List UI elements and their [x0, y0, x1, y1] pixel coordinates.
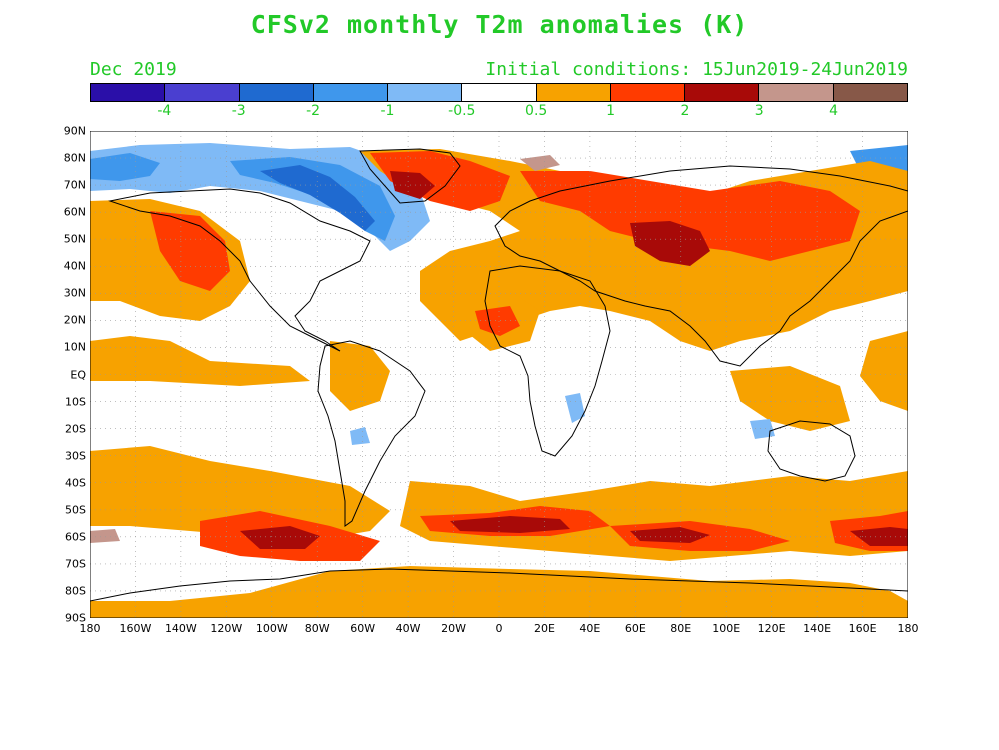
latitude-tick-label: 80S [65, 584, 86, 598]
longitude-tick-label: 140E [803, 622, 832, 635]
colorbar-box [313, 84, 389, 101]
longitude-tick-label: 40E [579, 622, 601, 635]
colorbar-box [833, 84, 907, 101]
coastlines [90, 148, 908, 602]
latitude-tick-label: 90N [63, 124, 86, 138]
anomaly-region [730, 366, 850, 431]
latitude-tick-label: 80N [63, 151, 86, 165]
latitude-tick-label: 90S [65, 611, 86, 625]
longitude-tick-label: 120W [210, 622, 243, 635]
longitude-tick-label: 60E [624, 622, 646, 635]
anomaly-region [520, 155, 560, 171]
colorbar-tick-label: 2 [680, 103, 690, 119]
anomaly-region [390, 171, 435, 199]
anomaly-region [520, 171, 860, 261]
colorbar-box [536, 84, 611, 101]
colorbar-tick-label: 4 [829, 103, 839, 119]
colorbar-tick-labels: -4 -3 -2 -1 -0.5 0.5 1 2 3 4 [90, 103, 908, 121]
longitude-tick-label: 40W [395, 622, 421, 635]
latitude-tick-label: 40S [65, 476, 86, 490]
anomaly-region [450, 516, 570, 533]
colorbar-box [610, 84, 686, 101]
coastline-antarctica [90, 568, 908, 602]
anomaly-region [750, 419, 775, 439]
latitude-labels: 90N 80N 70N 60N 50N 40N 30N 20N 10N EQ 10S 20S 30S 40… [0, 125, 86, 625]
colorbar-tick-label: -1 [380, 103, 395, 119]
anomaly-region [90, 336, 310, 386]
latitude-tick-label: 20N [63, 313, 86, 327]
coastline-australia [767, 420, 856, 482]
anomaly-region [850, 527, 908, 546]
colorbar-tick-label: -4 [157, 103, 172, 119]
colorbar-tick-label: 0.5 [525, 103, 548, 119]
anomaly-region [860, 331, 908, 411]
coastline-africa [484, 265, 611, 457]
anomaly-region [150, 211, 230, 291]
longitude-tick-label: 160E [848, 622, 877, 635]
colorbar-legend [90, 83, 908, 102]
longitude-tick-label: 120E [757, 622, 786, 635]
anomaly-map [90, 131, 908, 618]
coastline-south-america [317, 340, 426, 527]
colorbar-box [239, 84, 314, 101]
latitude-tick-label: 70S [65, 557, 86, 571]
coastline-eurasia [494, 165, 908, 367]
colorbar-box [165, 84, 240, 101]
longitude-tick-label: 60W [350, 622, 376, 635]
longitude-tick-label: 80W [304, 622, 330, 635]
map-title: CFSv2 monthly T2m anomalies (K) [250, 10, 749, 39]
latitude-tick-label: EQ [70, 368, 86, 381]
colorbar-box [91, 84, 166, 101]
longitude-tick-label: 80E [670, 622, 692, 635]
graticule [90, 131, 908, 618]
anomaly-region [90, 529, 120, 543]
anomaly-region [260, 165, 375, 231]
anomaly-region [90, 446, 390, 541]
longitude-tick-label: 140W [164, 622, 197, 635]
colorbar-tick-label: 3 [754, 103, 764, 119]
longitude-tick-label: 160W [119, 622, 152, 635]
anomaly-region [565, 393, 585, 423]
latitude-tick-label: 60N [63, 205, 86, 219]
anomaly-region [630, 221, 710, 266]
longitude-tick-label: 100W [255, 622, 288, 635]
colorbar-box [462, 84, 537, 101]
anomaly-region [90, 153, 160, 181]
colorbar-tick-label: 1 [606, 103, 615, 119]
anomaly-region [630, 527, 710, 543]
colorbar-box [388, 84, 463, 101]
anomaly-region [330, 341, 390, 411]
colorbar-tick-label: -3 [231, 103, 246, 119]
initial-conditions-label: Initial conditions: 15Jun2019-24Jun2019 [485, 59, 908, 80]
latitude-tick-label: 50N [63, 232, 86, 246]
valid-month-label: Dec 2019 [90, 59, 177, 80]
longitude-tick-label: 20E [533, 622, 555, 635]
coastline-north-america [108, 188, 371, 352]
longitude-tick-label: 180 [79, 622, 101, 635]
latitude-tick-label: 10S [65, 395, 86, 409]
colorbar-tick-label: -2 [306, 103, 321, 119]
longitude-tick-label: 20W [441, 622, 466, 635]
longitude-tick-label: 100E [712, 622, 741, 635]
longitude-tick-label: 0 [495, 622, 503, 635]
latitude-tick-label: 50S [65, 503, 86, 517]
anomaly-region [240, 526, 320, 549]
longitude-labels: 180 160W 140W 120W 100W 80W 60W 40W 20W 0 20E 40E 60… [80, 622, 919, 638]
anomaly-region [475, 306, 520, 336]
anomaly-region [350, 427, 370, 445]
colorbar-box [759, 84, 834, 101]
latitude-tick-label: 70N [63, 178, 86, 192]
latitude-tick-label: 30S [65, 449, 86, 463]
latitude-tick-label: 40N [63, 259, 86, 273]
latitude-tick-label: 10N [63, 340, 86, 354]
anomaly-region [370, 151, 510, 211]
latitude-tick-label: 60S [65, 530, 86, 544]
latitude-tick-label: 20S [65, 422, 86, 436]
coastline-greenland [359, 148, 461, 204]
colorbar-tick-label: -0.5 [448, 103, 476, 119]
colorbar-box [685, 84, 760, 101]
longitude-tick-label: 180 [897, 622, 919, 635]
latitude-tick-label: 30N [63, 286, 86, 300]
